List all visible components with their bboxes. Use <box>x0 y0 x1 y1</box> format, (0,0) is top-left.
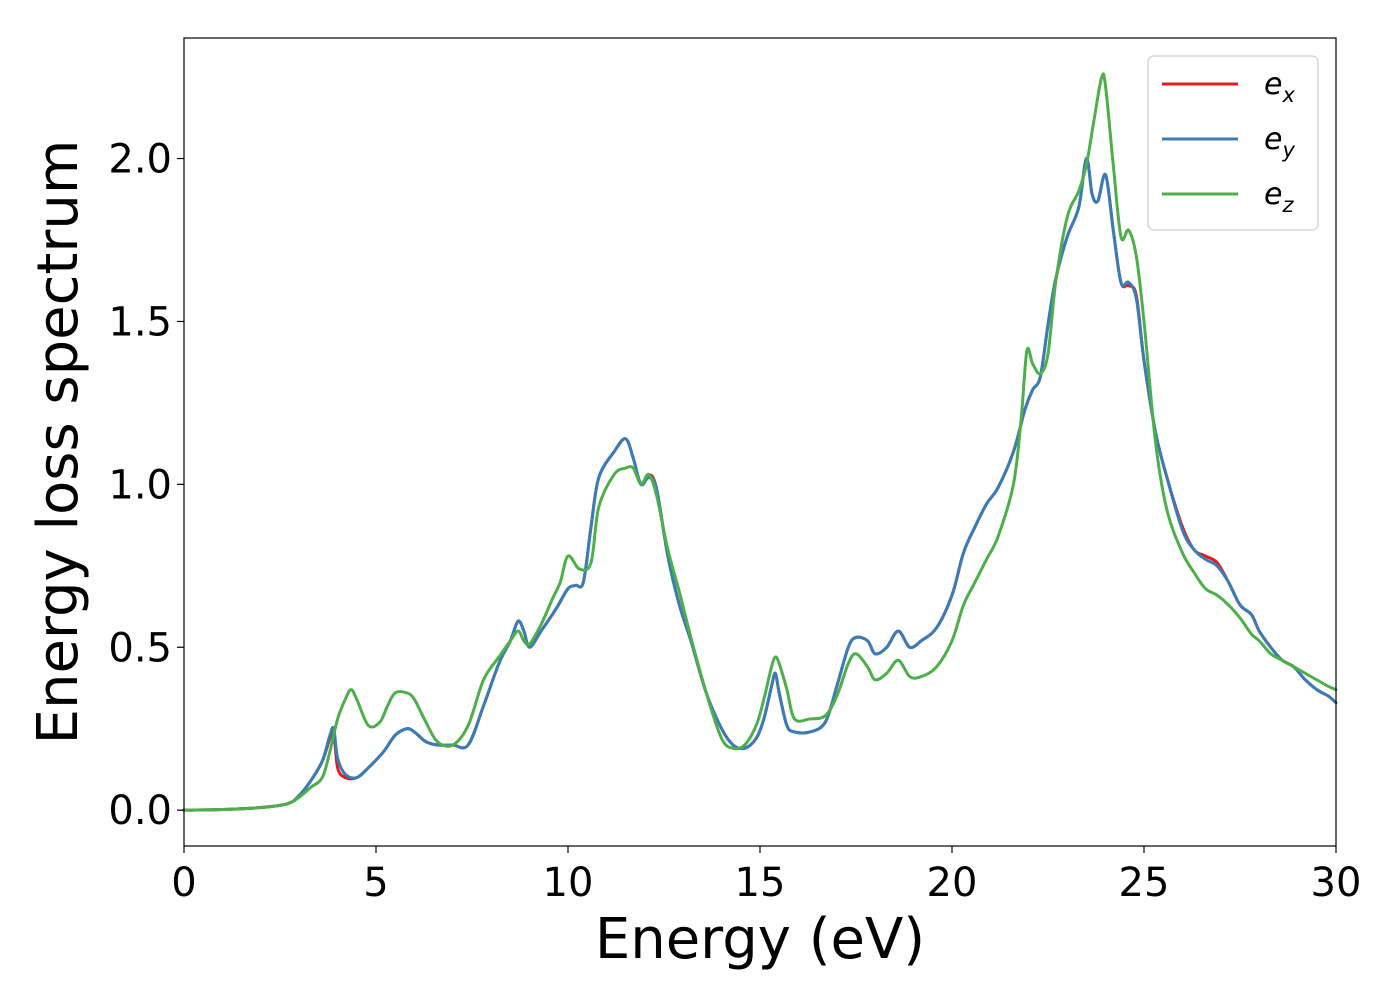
x-tick-label: 5 <box>363 860 388 906</box>
x-tick-label: 25 <box>1119 860 1170 906</box>
y-tick-label: 1.5 <box>108 299 172 345</box>
x-tick-label: 10 <box>543 860 594 906</box>
legend-label-e_y: ey <box>1264 122 1295 162</box>
x-axis-ticks: 0 5 10 15 20 25 30 <box>171 846 1361 906</box>
y-tick-label: 2.0 <box>108 137 172 183</box>
x-tick-label: 0 <box>171 860 196 906</box>
y-tick-label: 0.0 <box>108 788 172 834</box>
y-tick-label: 0.5 <box>108 625 172 671</box>
legend-label-e_x: ex <box>1264 67 1295 107</box>
series-line-e_z <box>182 72 1338 812</box>
x-tick-label: 20 <box>927 860 978 906</box>
legend: ex ey ez <box>1147 55 1319 231</box>
series-layer <box>182 72 1338 812</box>
legend-label-e_z: ez <box>1264 177 1294 217</box>
legend-box <box>1147 55 1319 231</box>
x-tick-label: 15 <box>735 860 786 906</box>
x-tick-label: 30 <box>1311 860 1362 906</box>
x-axis-title: Energy (eV) <box>595 907 925 972</box>
series-line-e_y <box>182 157 1338 812</box>
y-axis-title: Energy loss spectrum <box>26 140 91 745</box>
y-axis-ticks: 0.0 0.5 1.0 1.5 2.0 <box>108 137 184 834</box>
y-tick-label: 1.0 <box>108 462 172 508</box>
